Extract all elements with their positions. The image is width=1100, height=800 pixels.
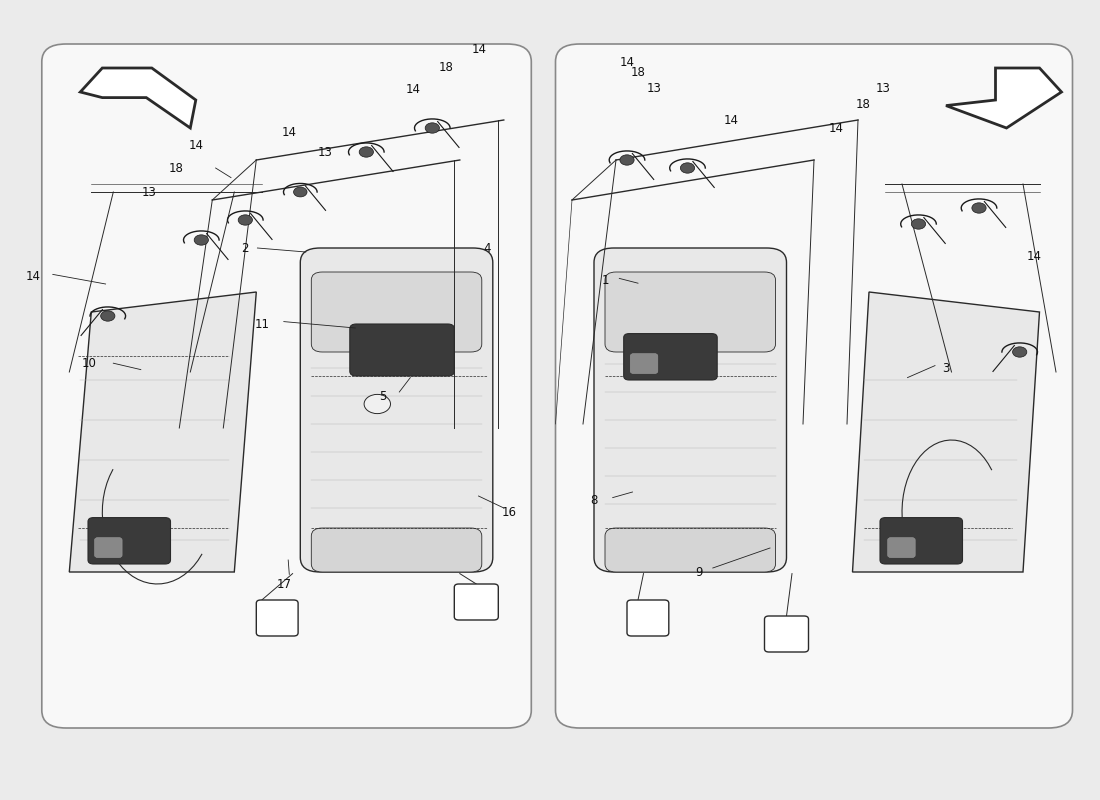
FancyBboxPatch shape [256,600,298,636]
FancyBboxPatch shape [311,528,482,572]
Text: 1: 1 [602,274,608,286]
Circle shape [239,215,252,225]
FancyBboxPatch shape [454,584,498,620]
Text: 4: 4 [484,242,491,254]
FancyBboxPatch shape [605,528,775,572]
Polygon shape [69,292,256,572]
Text: 17: 17 [276,578,292,590]
Circle shape [972,203,986,213]
Text: 13: 13 [876,82,891,94]
Text: 13: 13 [318,146,333,158]
Text: 2: 2 [242,242,249,254]
Circle shape [912,219,925,229]
Text: 14: 14 [1026,250,1042,262]
Text: 14: 14 [25,270,41,282]
Text: 3: 3 [943,362,949,374]
FancyBboxPatch shape [624,334,717,380]
FancyBboxPatch shape [42,44,531,728]
Text: 10: 10 [81,358,97,370]
Text: 18: 18 [168,162,184,174]
Text: 14: 14 [188,139,204,152]
FancyBboxPatch shape [888,538,915,558]
Text: 9: 9 [695,566,702,578]
Polygon shape [852,292,1040,572]
FancyBboxPatch shape [311,272,482,352]
Text: 14: 14 [828,122,844,134]
Text: 14: 14 [406,83,421,96]
Text: 14: 14 [724,114,739,126]
Text: 16: 16 [502,506,517,518]
Text: 14: 14 [472,43,487,56]
Circle shape [364,394,390,414]
FancyBboxPatch shape [88,518,170,564]
FancyBboxPatch shape [605,272,775,352]
Polygon shape [80,68,196,128]
Circle shape [426,123,439,133]
FancyBboxPatch shape [627,600,669,636]
Text: 18: 18 [856,98,871,110]
Text: 13: 13 [647,82,662,94]
Text: 13: 13 [142,186,157,198]
FancyBboxPatch shape [880,518,962,564]
Text: 18: 18 [439,61,454,74]
Text: 14: 14 [282,126,297,138]
Circle shape [101,311,114,321]
Text: 8: 8 [591,494,597,506]
Circle shape [195,235,208,245]
Circle shape [1013,347,1026,357]
Text: 18: 18 [630,66,646,78]
Circle shape [681,163,694,173]
Text: 5: 5 [379,390,386,402]
Text: 11: 11 [254,318,270,330]
FancyBboxPatch shape [300,248,493,572]
Circle shape [360,147,373,157]
FancyBboxPatch shape [556,44,1072,728]
FancyBboxPatch shape [630,354,658,374]
Text: 14: 14 [619,56,635,69]
Circle shape [620,155,634,165]
FancyBboxPatch shape [764,616,808,652]
Polygon shape [946,68,1062,128]
FancyBboxPatch shape [95,538,122,558]
FancyBboxPatch shape [350,324,454,376]
FancyBboxPatch shape [594,248,786,572]
Circle shape [294,187,307,197]
